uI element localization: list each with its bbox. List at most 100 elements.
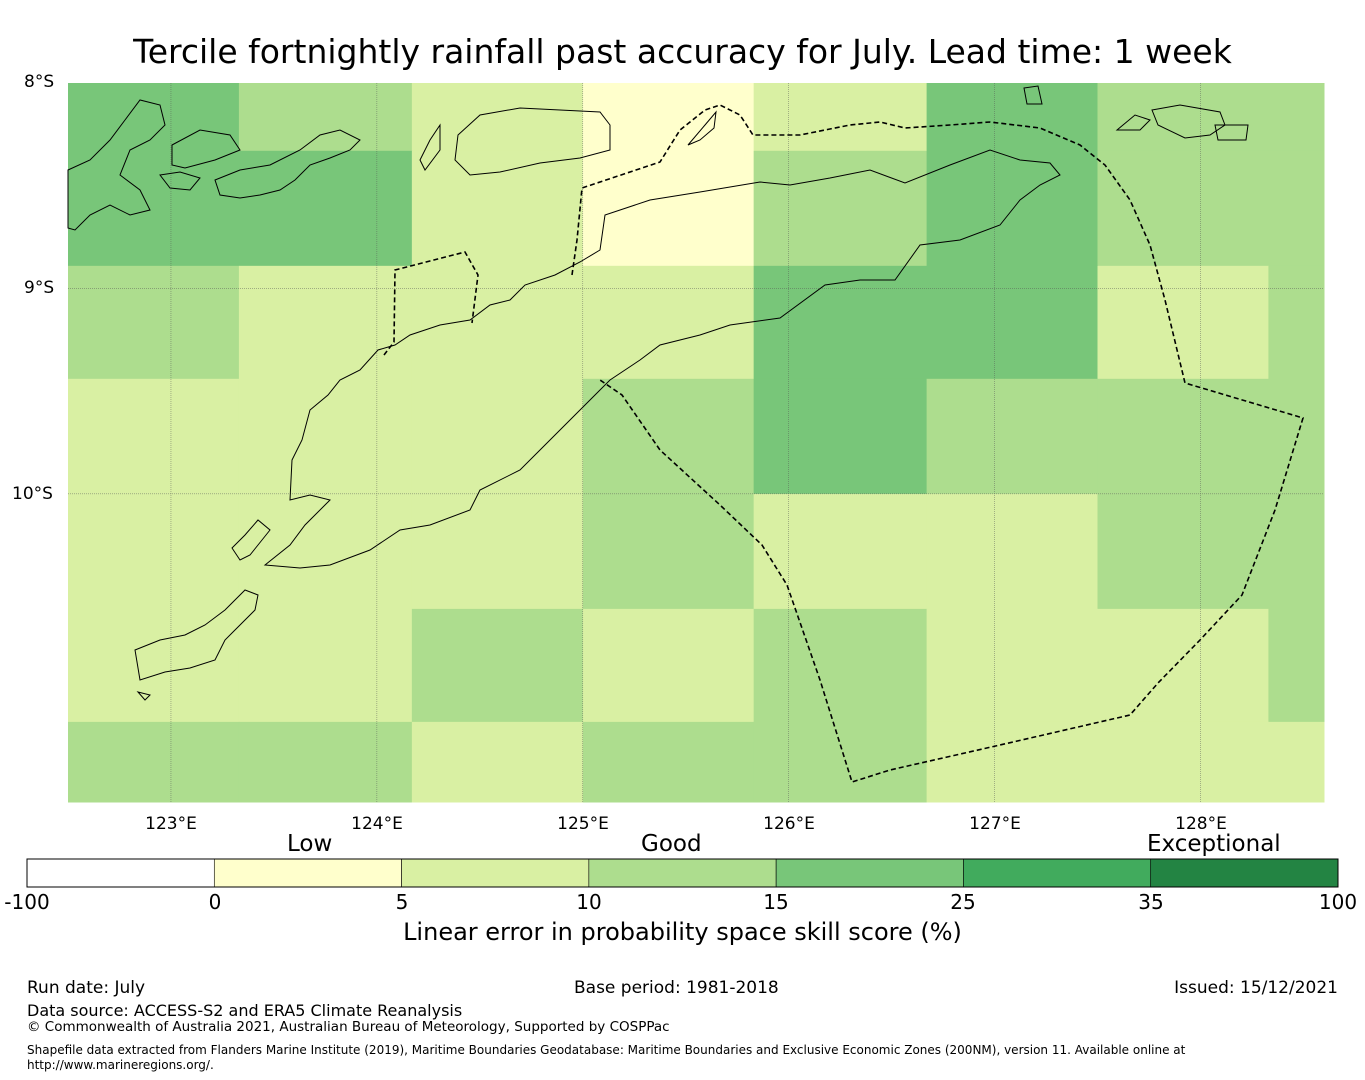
grid-cell bbox=[1097, 493, 1269, 610]
grid-cell bbox=[582, 265, 755, 380]
grid-cell bbox=[1268, 493, 1325, 610]
grid-cell bbox=[582, 608, 755, 723]
copyright: © Commonwealth of Australia 2021, Austra… bbox=[27, 1019, 670, 1035]
grid-cell bbox=[68, 83, 240, 152]
lat-label-10s: 10°S bbox=[12, 484, 53, 504]
colorbar-segment bbox=[775, 858, 964, 888]
colorbar-tick: -100 bbox=[4, 890, 50, 914]
grid-cell bbox=[582, 378, 755, 495]
grid-cell bbox=[753, 608, 928, 723]
grid-cell bbox=[582, 150, 755, 267]
category-exceptional: Exceptional bbox=[1147, 831, 1281, 857]
grid-cell bbox=[926, 378, 1099, 495]
grid-cell bbox=[411, 493, 584, 610]
lat-label-8s: 8°S bbox=[24, 72, 55, 92]
coastline bbox=[419, 123, 441, 171]
coastline bbox=[136, 691, 151, 701]
grid-cell bbox=[411, 378, 584, 495]
grid-cell bbox=[1097, 721, 1269, 803]
grid-cell bbox=[753, 265, 928, 380]
coastline bbox=[1151, 104, 1226, 139]
grid-cell bbox=[926, 83, 1099, 152]
grid-cell bbox=[582, 721, 755, 803]
grid-cell bbox=[238, 721, 413, 803]
grid-cell bbox=[1268, 83, 1325, 152]
coastline bbox=[1115, 114, 1151, 131]
grid-cell bbox=[582, 493, 755, 610]
grid-cell bbox=[926, 608, 1099, 723]
lon-label-123e: 123°E bbox=[145, 814, 197, 834]
colorbar-segment bbox=[26, 858, 215, 888]
grid-cell bbox=[238, 608, 413, 723]
coastline bbox=[159, 171, 201, 191]
grid-cell bbox=[1097, 150, 1269, 267]
category-good: Good bbox=[641, 831, 702, 857]
coastline bbox=[214, 129, 361, 199]
grid-cell bbox=[1268, 150, 1325, 267]
colorbar-label: Linear error in probability space skill … bbox=[403, 918, 962, 946]
colorbar-tick: 10 bbox=[576, 890, 602, 914]
grid-cell bbox=[68, 608, 240, 723]
grid-cell bbox=[68, 265, 240, 380]
lon-label-126e: 126°E bbox=[763, 814, 815, 834]
grid-cell bbox=[753, 83, 928, 152]
coastline bbox=[263, 149, 1061, 569]
grid-cell bbox=[238, 265, 413, 380]
colorbar-tick: 25 bbox=[950, 890, 976, 914]
grid-cell bbox=[1097, 265, 1269, 380]
grid-cell bbox=[68, 493, 240, 610]
skill-grid-cells bbox=[68, 83, 1325, 803]
maritime-boundary bbox=[383, 104, 1304, 784]
grid-cell bbox=[411, 265, 584, 380]
colorbar-tick: 15 bbox=[763, 890, 789, 914]
lat-label-9s: 9°S bbox=[24, 278, 55, 298]
colorbar-tick: 35 bbox=[1138, 890, 1164, 914]
grid-cell bbox=[1268, 265, 1325, 380]
category-low: Low bbox=[287, 831, 333, 857]
colorbar-segment bbox=[963, 858, 1152, 888]
grid-cell bbox=[68, 150, 240, 267]
graticule bbox=[68, 83, 1324, 802]
coastline bbox=[687, 110, 717, 146]
coastline bbox=[454, 107, 611, 176]
lon-label-128e: 128°E bbox=[1175, 814, 1227, 834]
shapefile-url: http://www.marineregions.org/. bbox=[27, 1058, 214, 1072]
colorbar-segment bbox=[1150, 858, 1339, 888]
coastline bbox=[1023, 85, 1043, 105]
grid-cell bbox=[926, 150, 1099, 267]
grid-cell bbox=[753, 378, 928, 495]
coastline bbox=[67, 99, 166, 231]
grid-cell bbox=[1097, 378, 1269, 495]
grid-cell bbox=[411, 608, 584, 723]
grid-cell bbox=[238, 378, 413, 495]
grid-cell bbox=[411, 150, 584, 267]
grid-cell bbox=[926, 493, 1099, 610]
grid-cell bbox=[238, 150, 413, 267]
grid-cell bbox=[753, 150, 928, 267]
grid-cell bbox=[238, 83, 413, 152]
coastline bbox=[231, 519, 271, 561]
grid-cell bbox=[411, 721, 584, 803]
colorbar-tick: 5 bbox=[395, 890, 409, 914]
colorbar-segment bbox=[213, 858, 402, 888]
issued-date: Issued: 15/12/2021 bbox=[1174, 978, 1338, 998]
grid-cell bbox=[238, 493, 413, 610]
grid-cell bbox=[1268, 378, 1325, 495]
run-date: Run date: July bbox=[27, 978, 146, 998]
grid-cell bbox=[926, 265, 1099, 380]
coastline bbox=[1214, 124, 1249, 141]
lon-label-127e: 127°E bbox=[969, 814, 1021, 834]
grid-cell bbox=[582, 83, 755, 152]
grid-cell bbox=[753, 721, 928, 803]
map-title: Tercile fortnightly rainfall past accura… bbox=[133, 32, 1232, 71]
grid-cell bbox=[753, 493, 928, 610]
shapefile-credit: Shapefile data extracted from Flanders M… bbox=[27, 1043, 1186, 1057]
colorbar-tick: 0 bbox=[208, 890, 222, 914]
grid-cell bbox=[1268, 721, 1325, 803]
coastlines bbox=[67, 85, 1249, 701]
grid-cell bbox=[68, 721, 240, 803]
grid-cell bbox=[1097, 608, 1269, 723]
base-period: Base period: 1981-2018 bbox=[574, 978, 779, 998]
